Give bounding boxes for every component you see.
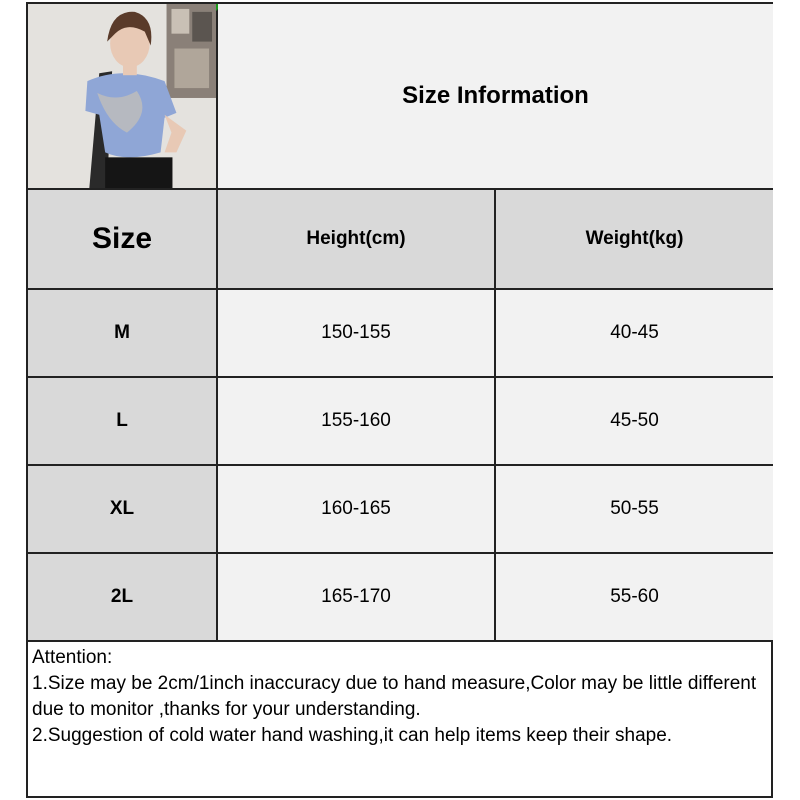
row-weight: 45-50 xyxy=(496,378,773,466)
row-size: XL xyxy=(28,466,218,554)
page-title: Size Information xyxy=(218,4,773,190)
row-weight: 50-55 xyxy=(496,466,773,554)
notes-heading: Attention: xyxy=(32,647,113,668)
header-height: Height(cm) xyxy=(218,190,496,290)
row-weight: 40-45 xyxy=(496,290,773,378)
row-size: M xyxy=(28,290,218,378)
row-height: 150-155 xyxy=(218,290,496,378)
row-size: L xyxy=(28,378,218,466)
product-photo xyxy=(28,4,218,190)
row-size: 2L xyxy=(28,554,218,642)
row-height: 155-160 xyxy=(218,378,496,466)
header-weight: Weight(kg) xyxy=(496,190,773,290)
header-size: Size xyxy=(28,190,218,290)
size-chart: Size Information Size Height(cm) Weight(… xyxy=(26,2,773,798)
row-weight: 55-60 xyxy=(496,554,773,642)
note-line: 2.Suggestion of cold water hand washing,… xyxy=(32,725,673,746)
row-height: 160-165 xyxy=(218,466,496,554)
model-photo-icon xyxy=(28,4,216,188)
attention-notes: Attention: 1.Size may be 2cm/1inch inacc… xyxy=(28,642,771,752)
note-line: 1.Size may be 2cm/1inch inaccuracy due t… xyxy=(32,673,757,720)
row-height: 165-170 xyxy=(218,554,496,642)
